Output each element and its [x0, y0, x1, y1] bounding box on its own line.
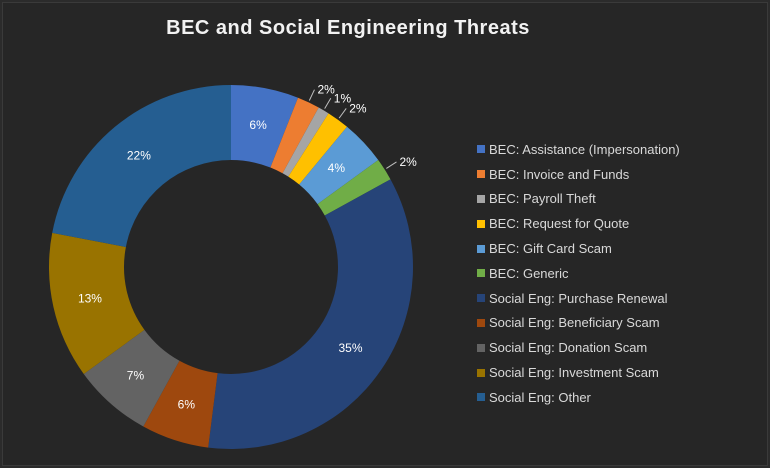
- legend-item: BEC: Request for Quote: [477, 211, 680, 236]
- slice-label: 13%: [78, 292, 102, 306]
- legend-label: Social Eng: Purchase Renewal: [489, 290, 668, 306]
- donut-slice: [288, 113, 348, 185]
- donut-slice: [83, 329, 180, 427]
- slice-label: 35%: [338, 341, 362, 355]
- legend-item: Social Eng: Donation Scam: [477, 335, 680, 360]
- donut-slice: [270, 97, 319, 174]
- slice-label: 2%: [399, 155, 417, 169]
- legend-item: Social Eng: Beneficiary Scam: [477, 311, 680, 336]
- legend-label: Social Eng: Other: [489, 389, 591, 405]
- leader-line: [308, 89, 315, 101]
- legend-label: BEC: Payroll Theft: [489, 191, 596, 207]
- legend-swatch: [477, 269, 485, 278]
- legend-item: BEC: Gift Card Scam: [477, 236, 680, 261]
- legend-swatch: [477, 368, 485, 377]
- donut-slice: [231, 85, 298, 168]
- donut-chart: 6%2%1%2%4% 2%35%6%7%13%22%: [49, 83, 417, 449]
- legend-label: BEC: Invoice and Funds: [489, 166, 630, 182]
- donut-slice: [299, 126, 379, 205]
- legend-label: BEC: Gift Card Scam: [489, 241, 612, 257]
- legend-swatch: [477, 343, 485, 352]
- donut-slice: [143, 360, 218, 448]
- leader-line: [338, 108, 347, 119]
- slice-label: 1%: [334, 91, 352, 105]
- legend-label: Social Eng: Investment Scam: [489, 365, 659, 381]
- legend-item: BEC: Payroll Theft: [477, 187, 680, 212]
- legend-label: Social Eng: Donation Scam: [489, 340, 648, 356]
- legend-label: Social Eng: Beneficiary Scam: [489, 315, 660, 331]
- legend-item: BEC: Assistance (Impersonation): [477, 137, 680, 162]
- slice-label: 6%: [249, 118, 267, 132]
- slice-label: 4%: [328, 161, 346, 175]
- legend-swatch: [477, 145, 485, 154]
- donut-slice: [208, 179, 414, 449]
- chart-title: BEC and Social Engineering Threats: [166, 17, 530, 39]
- slice-label: 7%: [127, 368, 145, 382]
- donut-slice: [49, 232, 145, 374]
- legend-item: Social Eng: Investment Scam: [477, 360, 680, 385]
- legend-swatch: [477, 393, 485, 402]
- slice-label: 22%: [127, 149, 151, 163]
- legend-swatch: [477, 244, 485, 253]
- legend-label: BEC: Request for Quote: [489, 216, 630, 232]
- legend-item: BEC: Generic: [477, 261, 680, 286]
- leader-line: [324, 98, 332, 109]
- chart-legend: BEC: Assistance (Impersonation) BEC: Invo…: [477, 137, 680, 410]
- legend-swatch: [477, 294, 485, 303]
- legend-item: BEC: Invoice and Funds: [477, 162, 680, 187]
- leader-line: [386, 161, 397, 169]
- legend-swatch: [477, 170, 485, 179]
- donut-slice: [317, 160, 391, 216]
- legend-swatch: [477, 318, 485, 327]
- legend-swatch: [477, 194, 485, 203]
- legend-label: BEC: Generic: [489, 265, 569, 281]
- slice-label: 2%: [317, 83, 335, 97]
- legend-item: Social Eng: Other: [477, 385, 680, 410]
- legend-swatch: [477, 219, 485, 228]
- slice-label: 6%: [178, 397, 196, 411]
- slice-label: 2%: [349, 101, 367, 115]
- legend-item: Social Eng: Purchase Renewal: [477, 286, 680, 311]
- legend-label: BEC: Assistance (Impersonation): [489, 141, 680, 157]
- donut-slice: [52, 85, 231, 247]
- donut-slice: [282, 107, 329, 177]
